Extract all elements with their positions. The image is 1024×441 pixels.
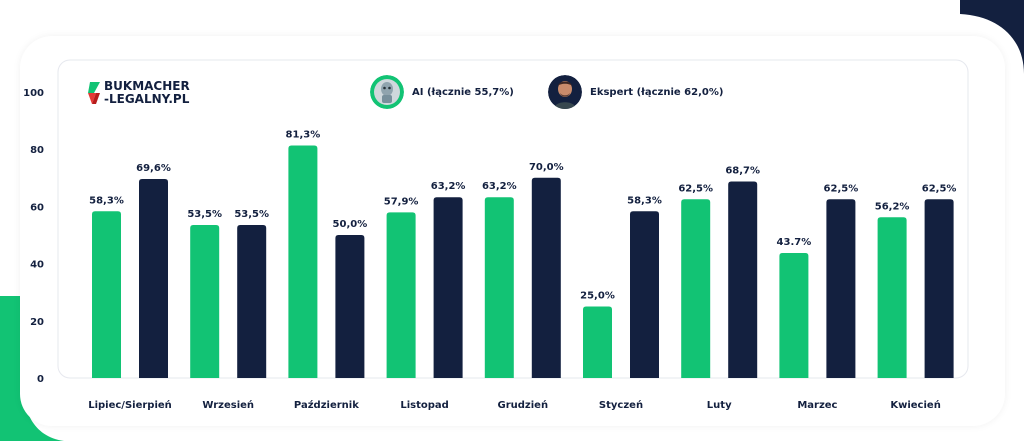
data-label-ai: 25,0% — [580, 291, 615, 302]
y-tick-label: 100 — [23, 88, 44, 99]
y-tick-label: 60 — [30, 202, 44, 213]
x-tick-label: Wrzesień — [202, 399, 254, 411]
logo-mark-icon — [88, 82, 100, 104]
bar-expert — [139, 178, 168, 378]
data-label-expert: 50,0% — [333, 219, 368, 230]
data-label-ai: 58,3% — [89, 195, 124, 206]
bar-ai — [877, 217, 907, 378]
data-label-ai: 63,2% — [482, 181, 517, 192]
corner-decoration-green — [0, 296, 64, 441]
y-tick-label: 0 — [37, 374, 44, 385]
bar-expert — [335, 235, 365, 378]
expert-person-avatar-icon — [548, 75, 582, 109]
data-label-expert: 69,6% — [136, 163, 171, 174]
legend-label-expert: Ekspert (łącznie 62,0%) — [590, 86, 724, 98]
ai-robot-avatar-icon — [370, 75, 404, 109]
legend-item-expert: Ekspert (łącznie 62,0%) — [548, 75, 723, 109]
bar-expert — [630, 211, 659, 378]
bar-ai — [92, 211, 121, 378]
data-label-ai: 43.7% — [777, 237, 812, 248]
corner-decoration-navy — [960, 0, 1024, 74]
legend-item-ai: AI (łącznie 55,7%) — [370, 75, 514, 109]
bar-ai — [681, 199, 711, 378]
bar-ai — [386, 212, 416, 378]
bar-ai — [288, 145, 318, 378]
data-label-expert: 70,0% — [529, 162, 564, 173]
y-tick-label: 80 — [30, 145, 44, 156]
bar-ai — [484, 197, 514, 378]
bar-expert — [531, 177, 561, 378]
bar-expert — [728, 181, 758, 378]
data-label-ai: 57,9% — [384, 196, 419, 207]
y-tick-label: 20 — [30, 317, 44, 328]
bar-ai — [190, 224, 220, 378]
x-tick-label: Luty — [707, 400, 732, 411]
logo-line-2: -LEGALNY.PL — [104, 92, 190, 106]
bar-expert — [924, 199, 954, 378]
data-label-ai: 62,5% — [678, 183, 713, 194]
x-tick-label: Październik — [294, 399, 359, 411]
x-tick-label: Styczeń — [599, 399, 643, 411]
y-tick-label: 40 — [30, 260, 44, 271]
bar-expert — [433, 197, 463, 378]
data-label-expert: 62,5% — [824, 183, 859, 194]
bar-expert — [826, 199, 856, 378]
data-label-expert: 62,5% — [922, 183, 957, 194]
logo-line-1: BUKMACHER — [104, 79, 190, 93]
x-tick-label: Lipiec/Sierpień — [88, 399, 172, 411]
x-tick-label: Listopad — [400, 400, 448, 411]
bar-ai — [583, 306, 612, 378]
data-label-expert: 63,2% — [431, 181, 466, 192]
data-label-expert: 68,7% — [725, 166, 760, 177]
data-label-ai: 56,2% — [875, 201, 910, 212]
x-tick-label: Grudzień — [498, 399, 549, 411]
legend-label-ai: AI (łącznie 55,7%) — [412, 86, 514, 98]
data-label-ai: 53,5% — [187, 209, 222, 220]
bar-ai — [779, 253, 809, 378]
data-label-expert: 58,3% — [627, 195, 662, 206]
x-tick-label: Marzec — [797, 400, 837, 411]
data-label-ai: 81,3% — [286, 129, 321, 140]
bar-expert — [237, 224, 267, 378]
data-label-expert: 53,5% — [234, 209, 269, 220]
x-tick-label: Kwiecień — [890, 399, 940, 411]
